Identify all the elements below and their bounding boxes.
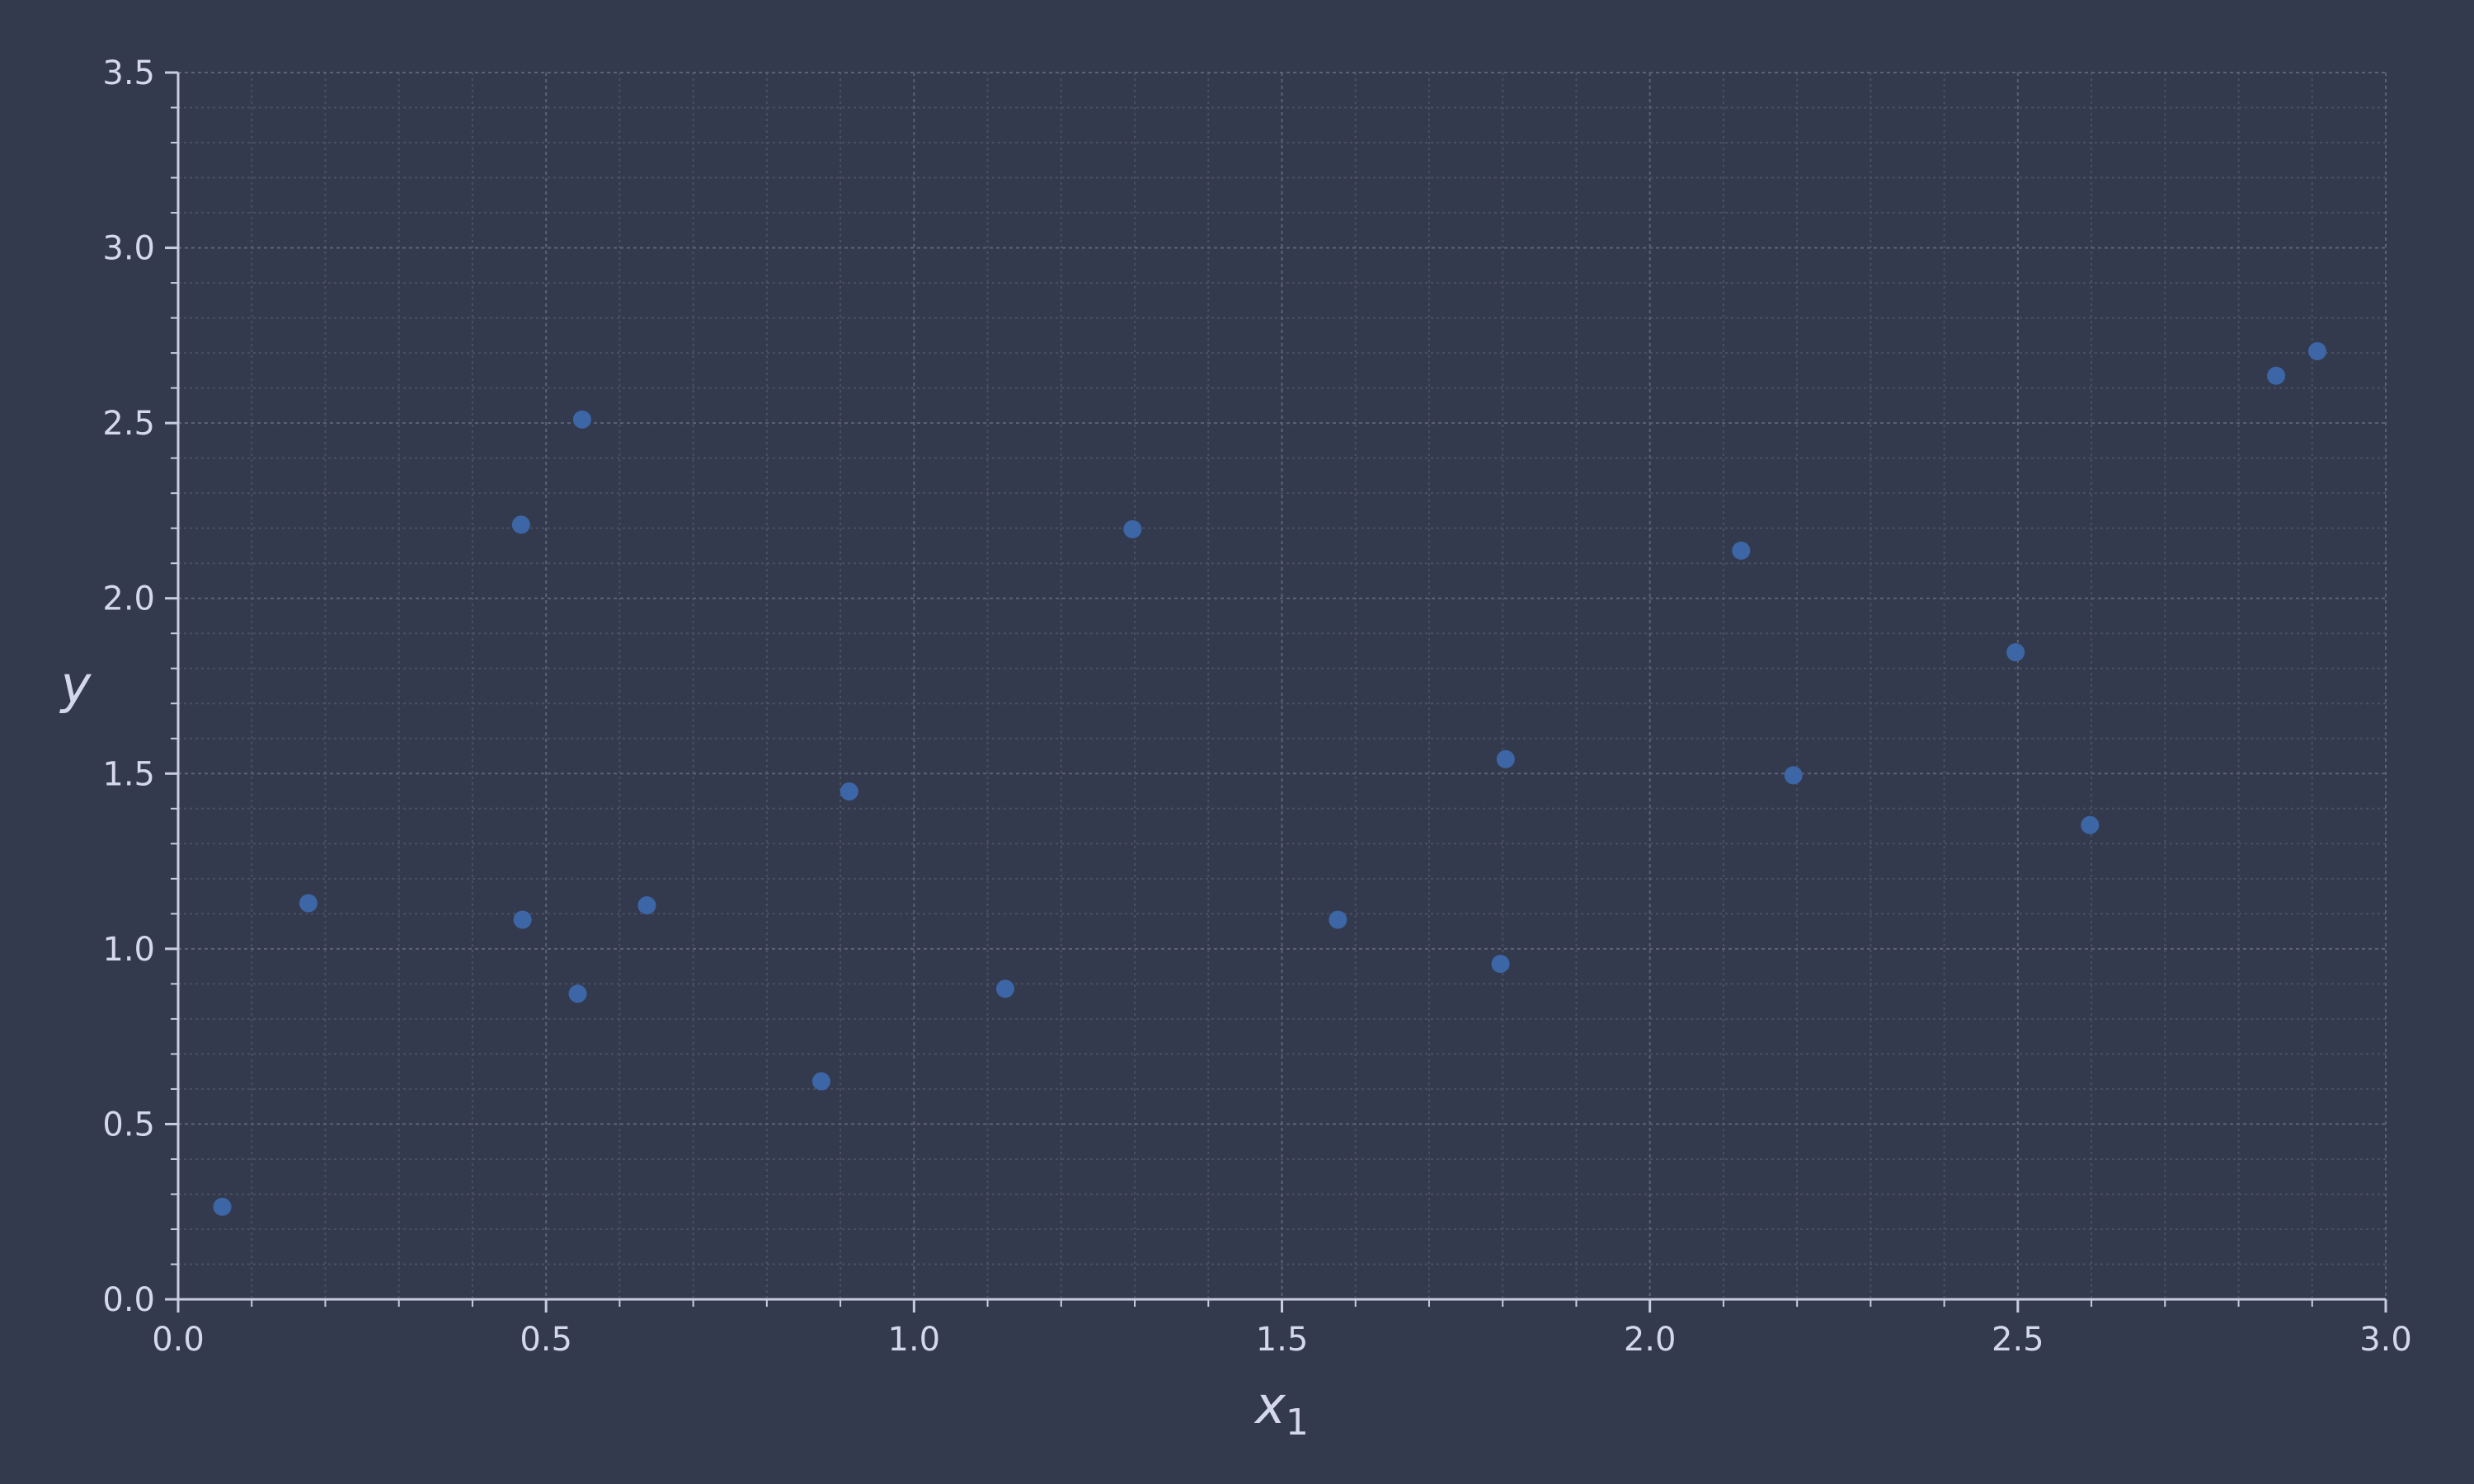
- y-tick-label: 3.0: [102, 230, 155, 268]
- y-tick-label: 2.0: [102, 580, 155, 618]
- y-tick-label: 0.5: [102, 1106, 155, 1144]
- x-tick-label: 2.0: [1624, 1321, 1677, 1359]
- data-point: [811, 1072, 830, 1091]
- y-tick-label: 1.0: [102, 931, 155, 969]
- data-point: [1491, 955, 1510, 974]
- x-axis-label: x1: [1253, 1375, 1309, 1444]
- x-tick-label: 1.5: [1256, 1321, 1309, 1359]
- data-point: [1496, 749, 1515, 768]
- data-point: [637, 896, 656, 915]
- data-point: [213, 1197, 232, 1216]
- data-point: [511, 515, 530, 534]
- x-tick-label: 1.0: [888, 1321, 941, 1359]
- data-point: [1123, 519, 1142, 538]
- data-point: [2267, 366, 2286, 385]
- data-point: [1732, 541, 1751, 560]
- x-axis-label-subscript: 1: [1286, 1402, 1309, 1444]
- data-point: [568, 984, 587, 1003]
- y-tick-label: 1.5: [102, 755, 155, 793]
- y-tick-labels: 0.0 0.5 1.0 1.5 2.0 2.5 3.0 3.5: [102, 54, 155, 1319]
- axes: [165, 71, 2387, 1313]
- data-point: [995, 979, 1014, 998]
- data-point: [1784, 766, 1803, 785]
- data-point: [2081, 815, 2100, 834]
- data-point: [1329, 910, 1348, 929]
- data-point: [513, 910, 532, 929]
- x-tick-label: 3.0: [2359, 1321, 2412, 1359]
- data-point: [572, 410, 591, 429]
- x-axis-label-main: x: [1253, 1375, 1286, 1435]
- data-points: [213, 341, 2327, 1216]
- data-point: [2308, 341, 2327, 360]
- y-axis-label: y: [59, 655, 92, 715]
- y-tick-label: 3.5: [102, 54, 155, 92]
- y-tick-label: 2.5: [102, 405, 155, 443]
- x-tick-labels: 0.0 0.5 1.0 1.5 2.0 2.5 3.0: [152, 1321, 2412, 1359]
- x-tick-label: 0.5: [520, 1321, 572, 1359]
- data-point: [840, 782, 858, 801]
- x-tick-label: 0.0: [152, 1321, 205, 1359]
- data-point: [299, 894, 317, 913]
- x-tick-label: 2.5: [1992, 1321, 2044, 1359]
- data-point: [2006, 643, 2025, 662]
- y-tick-label: 0.0: [102, 1281, 155, 1319]
